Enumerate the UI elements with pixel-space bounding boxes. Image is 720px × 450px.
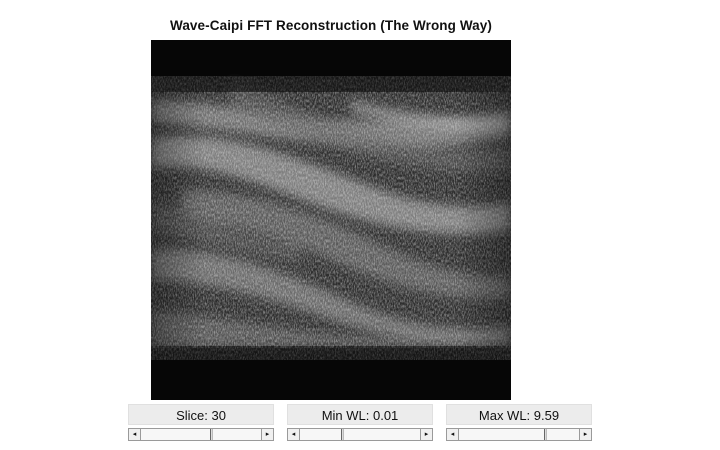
min-wl-label: Min WL: 0.01 — [287, 404, 433, 425]
figure-title: Wave-Caipi FFT Reconstruction (The Wrong… — [169, 18, 492, 33]
slider-thumb[interactable] — [209, 429, 213, 440]
mri-image-display — [151, 40, 511, 400]
left-arrow-icon[interactable]: ◂ — [447, 429, 459, 440]
right-arrow-icon[interactable]: ▸ — [420, 429, 432, 440]
slider-track[interactable] — [141, 429, 261, 440]
min-wl-control: Min WL: 0.01 ◂ ▸ — [287, 404, 433, 441]
slice-slider[interactable]: ◂ ▸ — [128, 428, 274, 441]
slider-thumb[interactable] — [341, 429, 344, 440]
slice-label: Slice: 30 — [128, 404, 274, 425]
left-arrow-icon[interactable]: ◂ — [288, 429, 300, 440]
reconstruction-image — [151, 40, 511, 400]
min-wl-slider[interactable]: ◂ ▸ — [287, 428, 433, 441]
right-arrow-icon[interactable]: ▸ — [579, 429, 591, 440]
max-wl-slider[interactable]: ◂ ▸ — [446, 428, 592, 441]
left-arrow-icon[interactable]: ◂ — [129, 429, 141, 440]
max-wl-label: Max WL: 9.59 — [446, 404, 592, 425]
slider-track[interactable] — [459, 429, 579, 440]
right-arrow-icon[interactable]: ▸ — [261, 429, 273, 440]
slice-control: Slice: 30 ◂ ▸ — [128, 404, 274, 441]
slider-thumb[interactable] — [544, 429, 548, 440]
max-wl-control: Max WL: 9.59 ◂ ▸ — [446, 404, 592, 441]
slider-track[interactable] — [300, 429, 420, 440]
